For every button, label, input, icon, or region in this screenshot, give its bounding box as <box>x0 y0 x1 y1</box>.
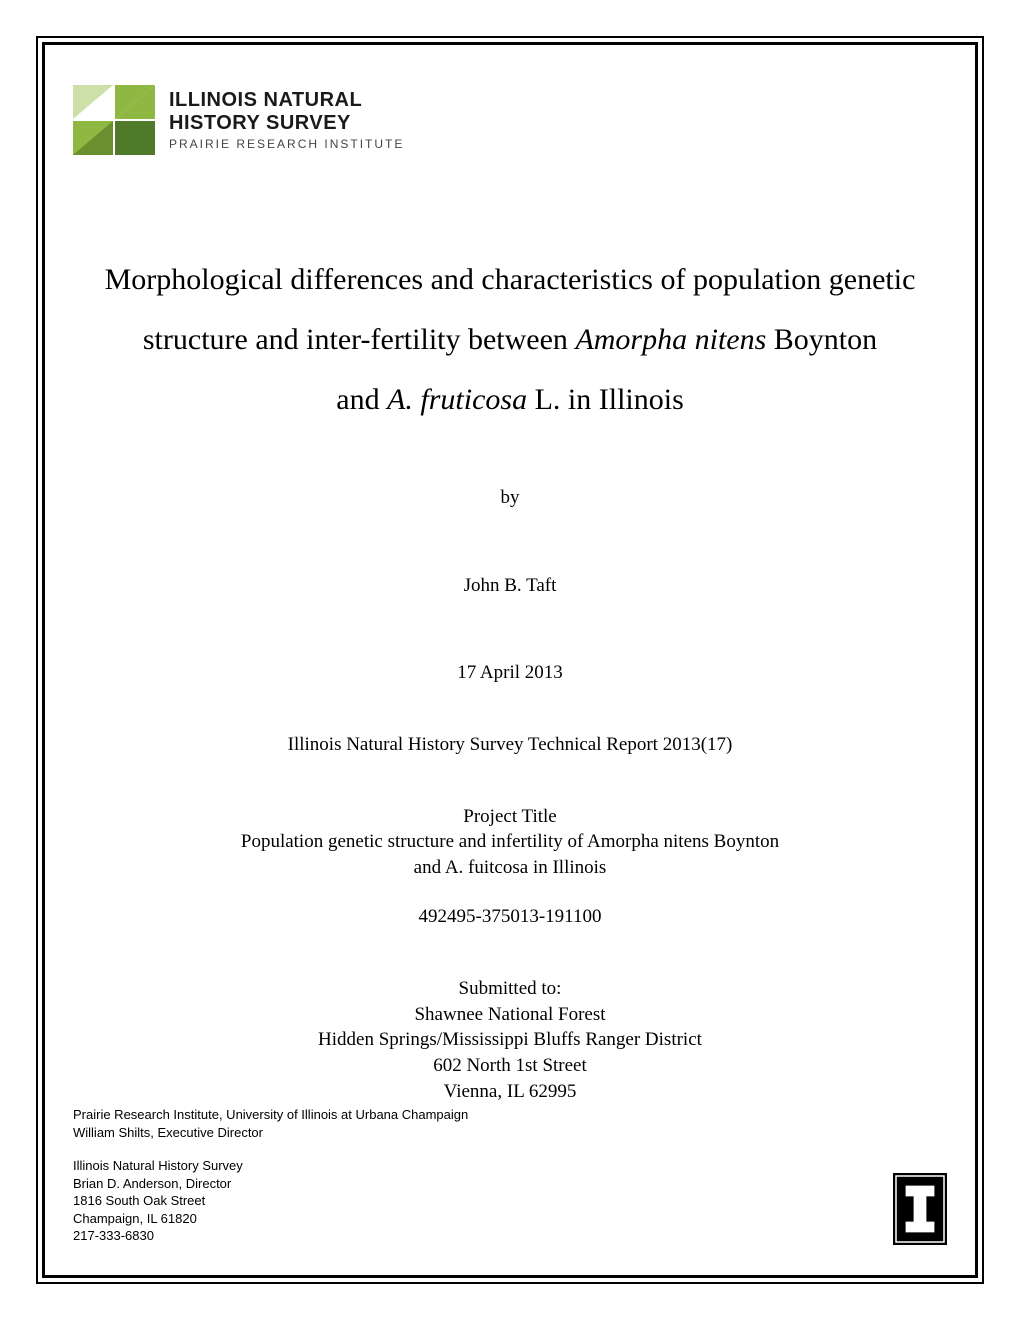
submitted-to-line: 602 North 1st Street <box>105 1053 915 1079</box>
project-line-1: Population genetic structure and inferti… <box>105 829 915 855</box>
logo-line1: ILLINOIS NATURAL <box>169 89 404 112</box>
title-italic: Amorpha nitens <box>575 323 766 356</box>
submitted-to-label: Submitted to: <box>105 976 915 1002</box>
inhs-logo-text: ILLINOIS NATURAL HISTORY SURVEY PRAIRIE … <box>169 89 404 151</box>
author-name: John B. Taft <box>105 573 915 599</box>
document-title: Morphological differences and characteri… <box>85 250 935 430</box>
logo-line3: PRAIRIE RESEARCH INSTITUTE <box>169 137 404 151</box>
title-italic: A. fruticosa <box>387 383 527 416</box>
illinois-block-i-logo <box>893 1173 947 1245</box>
title-text: and <box>336 383 387 416</box>
project-text: Boynton <box>709 831 779 852</box>
project-text: and <box>414 857 445 878</box>
project-italic: A. fuitcosa <box>445 857 528 878</box>
footer-line: Brian D. Anderson, Director <box>73 1175 468 1193</box>
outer-frame: ILLINOIS NATURAL HISTORY SURVEY PRAIRIE … <box>36 36 984 1284</box>
footer-line: William Shilts, Executive Director <box>73 1124 468 1142</box>
report-number: Illinois Natural History Survey Technica… <box>105 732 915 758</box>
logo-line2: HISTORY SURVEY <box>169 112 404 135</box>
title-text: L. in Illinois <box>527 383 684 416</box>
footer-line: Champaign, IL 61820 <box>73 1210 468 1228</box>
submitted-to-line: Shawnee National Forest <box>105 1002 915 1028</box>
title-text: Boynton <box>766 323 877 356</box>
title-text: Morphological differences and characteri… <box>105 263 916 296</box>
document-meta: by John B. Taft 17 April 2013 Illinois N… <box>105 485 915 1104</box>
title-text: structure and inter-fertility between <box>143 323 576 356</box>
project-title-label: Project Title <box>105 804 915 830</box>
project-line-2: and A. fuitcosa in Illinois <box>105 855 915 881</box>
footer-contact: Prairie Research Institute, University o… <box>73 1106 468 1245</box>
footer-line: 217-333-6830 <box>73 1227 468 1245</box>
by-label: by <box>105 485 915 511</box>
project-text: in Illinois <box>528 857 606 878</box>
submitted-to-line: Vienna, IL 62995 <box>105 1079 915 1105</box>
project-text: Population genetic structure and inferti… <box>241 831 587 852</box>
footer-line: Prairie Research Institute, University o… <box>73 1106 468 1124</box>
inhs-logo-block: ILLINOIS NATURAL HISTORY SURVEY PRAIRIE … <box>73 85 404 155</box>
title-line-2: structure and inter-fertility between Am… <box>85 310 935 370</box>
footer-line: 1816 South Oak Street <box>73 1192 468 1210</box>
document-date: 17 April 2013 <box>105 660 915 686</box>
inhs-logo-mark <box>73 85 155 155</box>
submitted-to-line: Hidden Springs/Mississippi Bluffs Ranger… <box>105 1027 915 1053</box>
footer-line: Illinois Natural History Survey <box>73 1157 468 1175</box>
inner-frame: ILLINOIS NATURAL HISTORY SURVEY PRAIRIE … <box>42 42 978 1278</box>
title-line-3: and A. fruticosa L. in Illinois <box>85 370 935 430</box>
project-number: 492495-375013-191100 <box>105 904 915 930</box>
title-line-1: Morphological differences and characteri… <box>85 250 935 310</box>
project-italic: Amorpha nitens <box>587 831 709 852</box>
